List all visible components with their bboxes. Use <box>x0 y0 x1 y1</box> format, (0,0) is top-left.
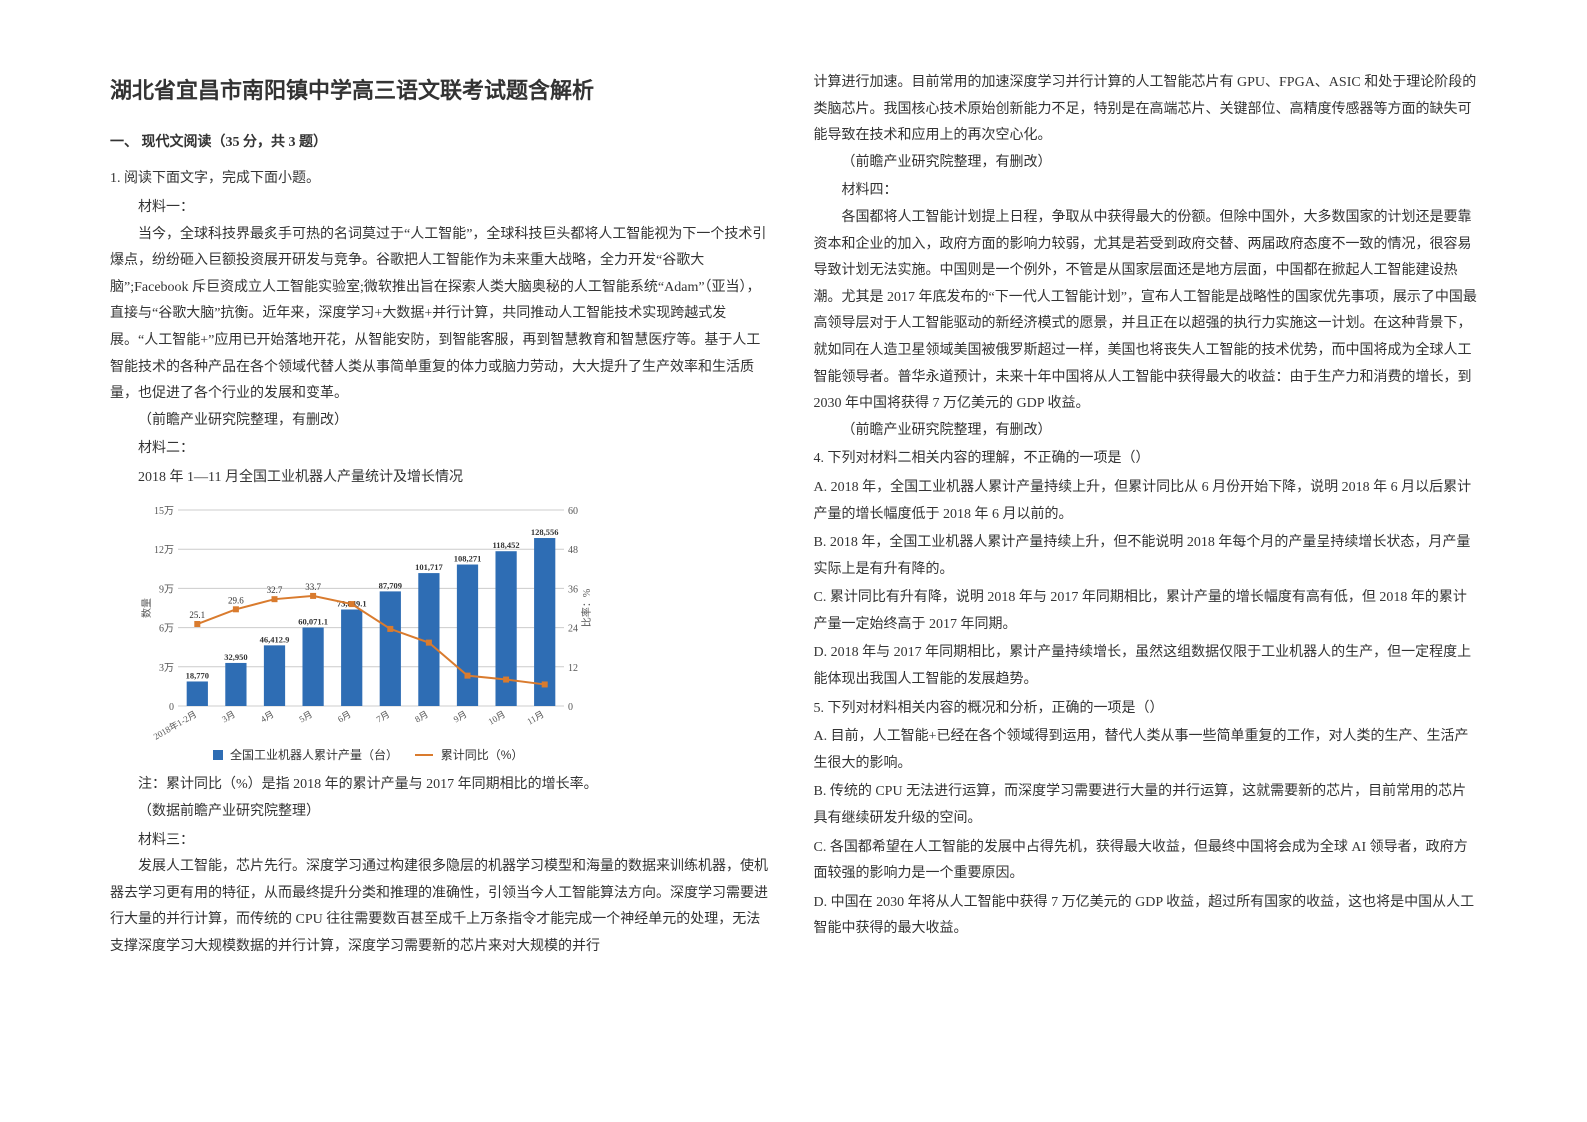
material-3-body-b: 计算进行加速。目前常用的加速深度学习并行计算的人工智能芯片有 GPU、FPGA、… <box>814 70 1478 150</box>
chart-container: 0 0 3万 12 6万 24 9万 36 12万 48 15万 60 数量 比率：% 18,770 32,9… <box>138 500 598 767</box>
material-2-label: 材料二： <box>110 436 774 463</box>
question-5-option-a: A. 目前，人工智能+已经在各个领域得到运用，替代人类从事一些简单重复的工作，对… <box>814 724 1478 777</box>
question-1-intro: 1. 阅读下面文字，完成下面小题。 <box>110 166 774 193</box>
material-2-source: （数据前瞻产业研究院整理） <box>110 799 774 826</box>
question-5-option-c: C. 各国都希望在人工智能的发展中占得先机，获得最大收益，但最终中国将会成为全球… <box>814 835 1478 888</box>
svg-text:6万: 6万 <box>159 623 174 634</box>
svg-text:25.1: 25.1 <box>189 610 205 620</box>
svg-text:比率：%: 比率：% <box>580 588 593 626</box>
section-heading: 一、 现代文阅读（35 分，共 3 题） <box>110 130 774 157</box>
doc-title: 湖北省宜昌市南阳镇中学高三语文联考试题含解析 <box>110 70 774 112</box>
question-4-option-d: D. 2018 年与 2017 年同期相比，累计产量持续增长，虽然这组数据仅限于… <box>814 640 1478 693</box>
svg-text:32,950: 32,950 <box>224 651 247 661</box>
material-2-caption: 2018 年 1—11 月全国工业机器人产量统计及增长情况 <box>110 465 774 492</box>
right-column: 计算进行加速。目前常用的加速深度学习并行计算的人工智能芯片有 GPU、FPGA、… <box>794 70 1498 1082</box>
svg-text:3万: 3万 <box>159 662 174 673</box>
svg-text:60: 60 <box>568 506 578 517</box>
legend-line-swatch <box>415 754 433 756</box>
left-column: 湖北省宜昌市南阳镇中学高三语文联考试题含解析 一、 现代文阅读（35 分，共 3… <box>90 70 794 1082</box>
svg-text:9万: 9万 <box>159 584 174 595</box>
question-4-option-b: B. 2018 年，全国工业机器人累计产量持续上升，但不能说明 2018 年每个… <box>814 530 1478 583</box>
svg-text:0: 0 <box>568 702 573 713</box>
svg-text:128,556: 128,556 <box>531 527 559 537</box>
svg-text:32.7: 32.7 <box>267 585 283 595</box>
material-3-label: 材料三： <box>110 828 774 855</box>
question-4-stem: 4. 下列对材料二相关内容的理解，不正确的一项是（） <box>814 446 1478 473</box>
material-1-source: （前瞻产业研究院整理，有删改） <box>110 408 774 435</box>
svg-text:29.6: 29.6 <box>228 595 244 605</box>
svg-text:12万: 12万 <box>154 545 174 556</box>
legend-bar-label: 全国工业机器人累计产量（台） <box>230 748 398 762</box>
svg-text:24: 24 <box>568 623 578 634</box>
question-5-option-d: D. 中国在 2030 年将从人工智能中获得 7 万亿美元的 GDP 收益，超过… <box>814 890 1478 943</box>
question-5-stem: 5. 下列对材料相关内容的概况和分析，正确的一项是（） <box>814 696 1478 723</box>
svg-text:15万: 15万 <box>154 506 174 517</box>
svg-text:数量: 数量 <box>140 598 153 618</box>
svg-text:33.7: 33.7 <box>305 581 321 591</box>
material-2-note: 注：累计同比（%）是指 2018 年的累计产量与 2017 年同期相比的增长率。 <box>110 772 774 799</box>
legend-line-label: 累计同比（%） <box>441 748 524 762</box>
svg-text:46,412.9: 46,412.9 <box>260 634 290 644</box>
material-3-source: （前瞻产业研究院整理，有删改） <box>814 150 1478 177</box>
svg-text:108,271: 108,271 <box>454 553 482 563</box>
svg-text:18,770: 18,770 <box>186 670 209 680</box>
svg-text:48: 48 <box>568 545 578 556</box>
svg-text:87,709: 87,709 <box>379 580 402 590</box>
material-4-body: 各国都将人工智能计划提上日程，争取从中获得最大的份额。但除中国外，大多数国家的计… <box>814 205 1478 418</box>
bar-line-chart: 0 0 3万 12 6万 24 9万 36 12万 48 15万 60 数量 比率：% 18,770 32,9… <box>138 500 598 740</box>
svg-text:101,717: 101,717 <box>415 562 443 572</box>
question-5-option-b: B. 传统的 CPU 无法进行运算，而深度学习需要进行大量的并行运算，这就需要新… <box>814 779 1478 832</box>
material-1-label: 材料一： <box>110 195 774 222</box>
svg-text:36: 36 <box>568 584 578 595</box>
svg-text:12: 12 <box>568 662 578 673</box>
question-4-option-a: A. 2018 年，全国工业机器人累计产量持续上升，但累计同比从 6 月份开始下… <box>814 475 1478 528</box>
svg-text:118,452: 118,452 <box>493 540 520 550</box>
material-3-body-a: 发展人工智能，芯片先行。深度学习通过构建很多隐层的机器学习模型和海量的数据来训练… <box>110 854 774 960</box>
legend-bar-swatch <box>213 750 223 760</box>
question-4-option-c: C. 累计同比有升有降，说明 2018 年与 2017 年同期相比，累计产量的增… <box>814 585 1478 638</box>
material-4-source: （前瞻产业研究院整理，有删改） <box>814 418 1478 445</box>
material-1-body: 当今，全球科技界最炙手可热的名词莫过于“人工智能”，全球科技巨头都将人工智能视为… <box>110 222 774 408</box>
material-4-label: 材料四： <box>814 178 1478 205</box>
chart-legend: 全国工业机器人累计产量（台） 累计同比（%） <box>138 744 598 767</box>
svg-text:60,071.1: 60,071.1 <box>298 616 328 626</box>
svg-text:0: 0 <box>169 702 174 713</box>
